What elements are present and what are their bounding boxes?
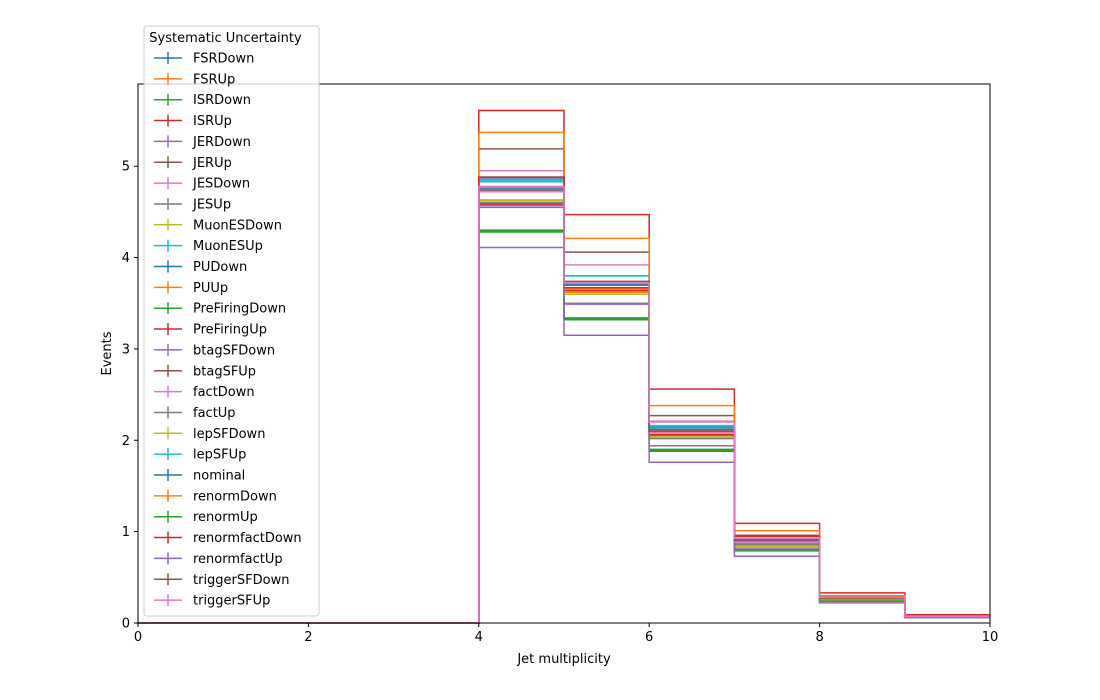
legend-item-lepSFDown: lepSFDown bbox=[154, 427, 265, 442]
legend-item-PreFiringUp: PreFiringUp bbox=[154, 323, 267, 338]
legend-label: renormfactDown bbox=[193, 531, 302, 546]
y-tick-label: 2 bbox=[122, 434, 130, 449]
y-tick-label: 5 bbox=[122, 160, 130, 175]
x-tick-label: 8 bbox=[815, 630, 823, 645]
legend-title: Systematic Uncertainty bbox=[149, 31, 302, 46]
legend-label: JERDown bbox=[192, 135, 251, 150]
x-tick-label: 10 bbox=[982, 630, 999, 645]
legend-item-renormUp: renormUp bbox=[154, 510, 258, 525]
legend-label: btagSFUp bbox=[193, 364, 256, 379]
y-tick-label: 3 bbox=[122, 342, 130, 357]
legend-label: renormfactUp bbox=[193, 552, 283, 567]
legend-item-JESUp: JESUp bbox=[154, 197, 231, 212]
legend-label: renormUp bbox=[193, 510, 258, 525]
legend-item-JESDown: JESDown bbox=[154, 177, 250, 192]
legend-item-PUUp: PUUp bbox=[154, 281, 228, 296]
legend-item-JERDown: JERDown bbox=[154, 135, 251, 150]
x-axis: 0 2 4 6 8 10 bbox=[134, 623, 998, 645]
legend-label: factUp bbox=[193, 406, 236, 421]
legend-label: FSRDown bbox=[193, 52, 254, 67]
legend-label: PreFiringUp bbox=[193, 323, 267, 338]
y-axis-label: Events bbox=[100, 331, 115, 375]
legend-item-ISRDown: ISRDown bbox=[154, 93, 251, 108]
legend-item-MuonESDown: MuonESDown bbox=[154, 218, 282, 233]
legend-item-btagSFUp: btagSFUp bbox=[154, 364, 256, 379]
legend-item-ISRUp: ISRUp bbox=[154, 114, 232, 129]
legend-item-FSRUp: FSRUp bbox=[154, 72, 235, 87]
y-tick-label: 0 bbox=[122, 617, 130, 632]
legend-label: JESDown bbox=[192, 177, 250, 192]
y-axis: 0 1 2 3 4 5 bbox=[122, 160, 138, 632]
legend-item-lepSFUp: lepSFUp bbox=[154, 448, 246, 463]
legend-item-nominal: nominal bbox=[154, 469, 245, 484]
legend-label: MuonESUp bbox=[193, 239, 263, 254]
x-tick-label: 6 bbox=[645, 630, 653, 645]
legend-item-JERUp: JERUp bbox=[154, 156, 232, 171]
legend-item-renormfactUp: renormfactUp bbox=[154, 552, 283, 567]
legend-label: ISRUp bbox=[193, 114, 232, 129]
legend: Systematic Uncertainty FSRDown FSRUp ISRDo… bbox=[143, 25, 320, 617]
legend-label: lepSFDown bbox=[193, 427, 265, 442]
legend-label: renormDown bbox=[193, 489, 277, 504]
legend-item-FSRDown: FSRDown bbox=[154, 52, 254, 67]
legend-label: factDown bbox=[193, 385, 255, 400]
y-tick-label: 4 bbox=[122, 251, 130, 266]
x-tick-label: 4 bbox=[475, 630, 483, 645]
legend-label: ISRDown bbox=[193, 93, 251, 108]
legend-item-triggerSFUp: triggerSFUp bbox=[154, 594, 270, 609]
plot-frame bbox=[137, 83, 991, 624]
legend-label: JERUp bbox=[192, 156, 232, 171]
legend-label: PUDown bbox=[193, 260, 247, 275]
legend-label: PreFiringDown bbox=[193, 302, 286, 317]
legend-item-MuonESUp: MuonESUp bbox=[154, 239, 263, 254]
legend-item-renormDown: renormDown bbox=[154, 489, 277, 504]
legend-label: PUUp bbox=[193, 281, 228, 296]
legend-item-factUp: factUp bbox=[154, 406, 236, 421]
legend-label: btagSFDown bbox=[193, 343, 275, 358]
legend-label: JESUp bbox=[192, 197, 231, 212]
legend-item-triggerSFDown: triggerSFDown bbox=[154, 573, 289, 588]
legend-label: nominal bbox=[193, 469, 245, 484]
legend-item-factDown: factDown bbox=[154, 385, 255, 400]
legend-item-renormfactDown: renormfactDown bbox=[154, 531, 302, 546]
legend-items: FSRDown FSRUp ISRDown ISRUp JERDown JERUp JESD… bbox=[154, 52, 302, 609]
legend-label: lepSFUp bbox=[193, 448, 246, 463]
legend-item-btagSFDown: btagSFDown bbox=[154, 343, 275, 358]
x-tick-label: 2 bbox=[304, 630, 312, 645]
legend-box bbox=[143, 25, 320, 617]
legend-label: MuonESDown bbox=[193, 218, 282, 233]
legend-label: triggerSFUp bbox=[193, 594, 270, 609]
legend-item-PreFiringDown: PreFiringDown bbox=[154, 302, 286, 317]
legend-label: triggerSFDown bbox=[193, 573, 289, 588]
y-tick-label: 1 bbox=[122, 525, 130, 540]
x-tick-label: 0 bbox=[134, 630, 142, 645]
legend-item-PUDown: PUDown bbox=[154, 260, 247, 275]
x-axis-label: Jet multiplicity bbox=[516, 652, 611, 667]
legend-label: FSRUp bbox=[193, 72, 235, 87]
